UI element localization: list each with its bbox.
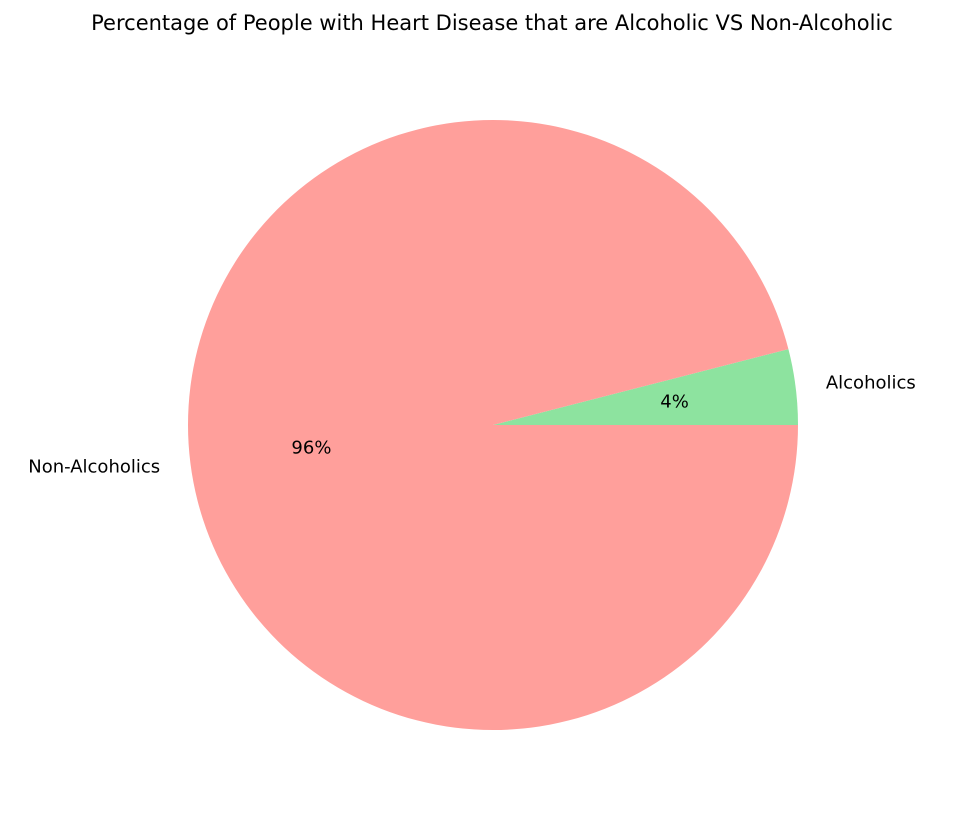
pie-slice-alcoholics	[493, 349, 798, 425]
pct-label-non-alcoholics: 96%	[291, 437, 331, 458]
pie-slices	[187, 120, 799, 731]
chart-title: Percentage of People with Heart Disease …	[91, 11, 893, 35]
pie-labels: 4% Alcoholics 96% Non-Alcoholics	[28, 372, 916, 477]
slice-label-non-alcoholics: Non-Alcoholics	[28, 457, 160, 478]
pct-label-alcoholics: 4%	[660, 392, 689, 413]
pie-slice-non-alcoholics	[187, 120, 799, 731]
slice-label-alcoholics: Alcoholics	[826, 372, 916, 393]
